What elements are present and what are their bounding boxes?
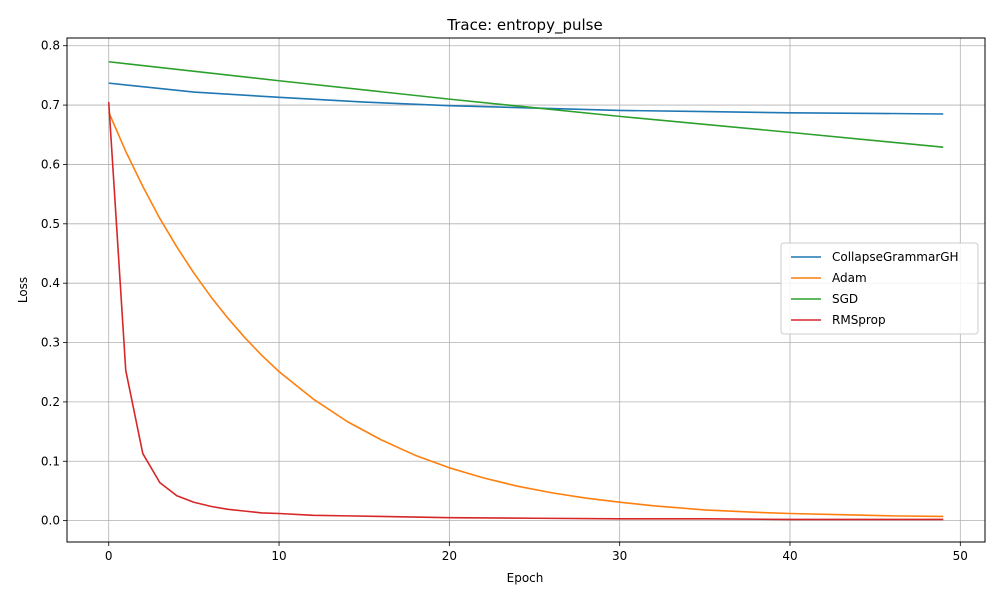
y-tick-label: 0.3	[41, 336, 60, 350]
y-tick-label: 0.6	[41, 157, 60, 171]
series-lines	[107, 60, 944, 521]
chart-title: Trace: entropy_pulse	[446, 16, 602, 35]
y-tick-label: 0.7	[41, 98, 60, 112]
legend-label: SGD	[832, 292, 858, 306]
series-line-adam	[107, 111, 944, 518]
x-tick-label: 0	[105, 549, 113, 563]
y-axis-title: Loss	[16, 277, 30, 303]
legend-label: RMSprop	[832, 313, 886, 327]
x-tick-label: 10	[271, 549, 286, 563]
plot-frame	[66, 37, 986, 543]
legend-label: CollapseGrammarGH	[832, 250, 959, 264]
series-line-rmsprop	[107, 102, 944, 521]
y-tick-label: 0.2	[41, 395, 60, 409]
axis-ticks: 0 10 20 30 40 50 0.0 0.1 0.2 0.3 0.4 0.5 0.6 0.7 0.8	[41, 39, 968, 563]
y-tick-label: 0.0	[41, 514, 60, 528]
legend: CollapseGrammarGH Adam SGD RMSprop	[780, 242, 979, 335]
x-tick-label: 20	[442, 549, 457, 563]
y-tick-label: 0.8	[41, 39, 60, 53]
x-tick-label: 50	[953, 549, 968, 563]
legend-box	[780, 242, 979, 335]
y-tick-label: 0.4	[41, 276, 60, 290]
y-tick-label: 0.5	[41, 217, 60, 231]
x-axis-title: Epoch	[507, 571, 544, 585]
series-line-sgd	[108, 60, 944, 149]
y-tick-label: 0.1	[41, 454, 60, 468]
x-tick-label: 30	[612, 549, 627, 563]
legend-label: Adam	[832, 271, 867, 285]
x-tick-label: 40	[782, 549, 797, 563]
